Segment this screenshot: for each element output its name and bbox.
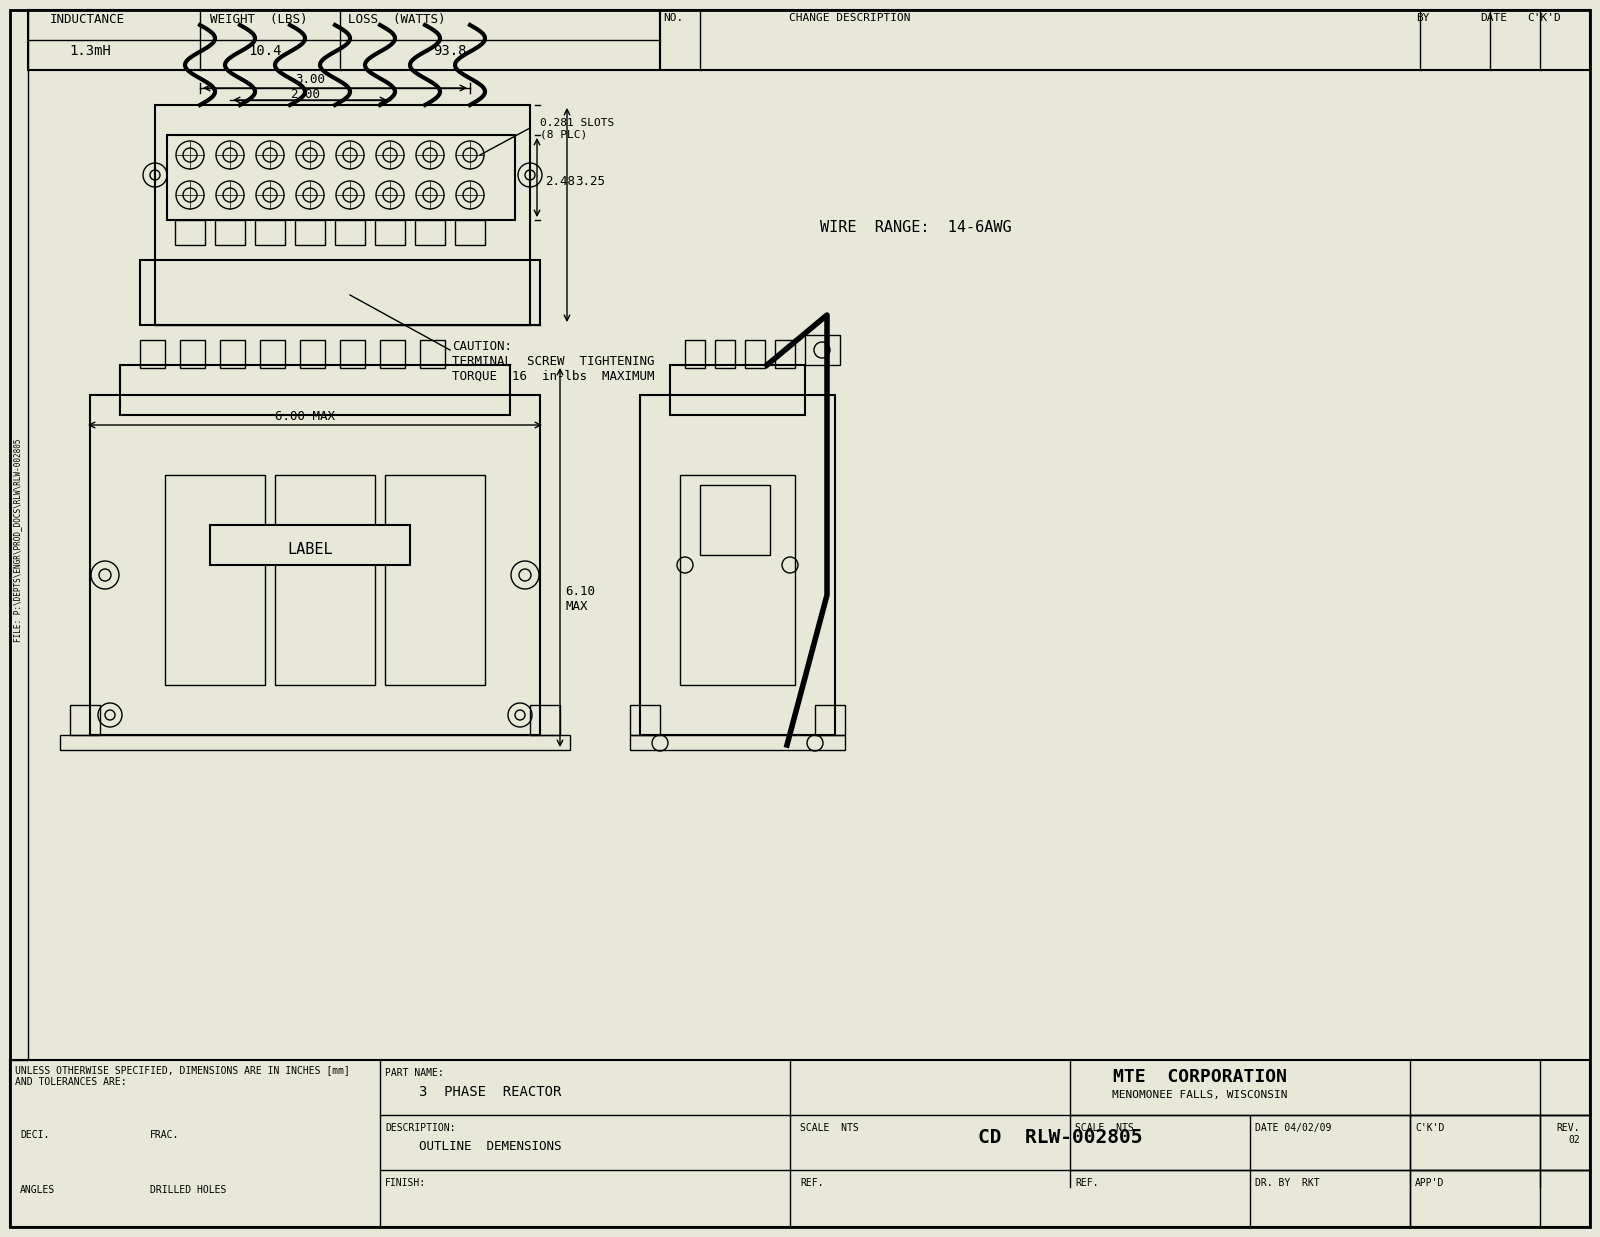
- Bar: [374, 220, 405, 245]
- Text: FINISH:: FINISH:: [386, 1178, 426, 1188]
- Bar: [10, 10, 29, 1060]
- Bar: [630, 705, 661, 735]
- Text: WIRE  RANGE:  14-6AWG: WIRE RANGE: 14-6AWG: [819, 220, 1011, 235]
- Bar: [414, 220, 445, 245]
- Bar: [254, 220, 285, 245]
- Text: SCALE  NTS: SCALE NTS: [1075, 1123, 1134, 1133]
- Text: DATE: DATE: [1480, 14, 1507, 24]
- Text: DR. BY  RKT: DR. BY RKT: [1254, 1178, 1320, 1188]
- Text: C'K'D: C'K'D: [1526, 14, 1562, 24]
- Text: 2.48: 2.48: [546, 174, 574, 188]
- Bar: [275, 475, 374, 685]
- Text: CHANGE DESCRIPTION: CHANGE DESCRIPTION: [789, 14, 910, 24]
- Text: PART NAME:: PART NAME:: [386, 1068, 443, 1077]
- Bar: [301, 340, 325, 367]
- Bar: [214, 220, 245, 245]
- Text: UNLESS OTHERWISE SPECIFIED, DIMENSIONS ARE IN INCHES [mm]
AND TOLERANCES ARE:: UNLESS OTHERWISE SPECIFIED, DIMENSIONS A…: [14, 1065, 350, 1086]
- Bar: [155, 105, 530, 325]
- Text: 3.00: 3.00: [294, 73, 325, 87]
- Bar: [805, 335, 840, 365]
- Bar: [294, 220, 325, 245]
- Bar: [334, 220, 365, 245]
- Bar: [221, 340, 245, 367]
- Bar: [381, 340, 405, 367]
- Text: C'K'D: C'K'D: [1414, 1123, 1445, 1133]
- Bar: [141, 260, 541, 325]
- Text: FRAC.: FRAC.: [150, 1131, 179, 1141]
- Text: 6.00 MAX: 6.00 MAX: [275, 409, 334, 423]
- Bar: [90, 395, 541, 735]
- Text: FILE: P:\DEPTS\ENGR\PROD_DOCS\RLW\RLW-002805: FILE: P:\DEPTS\ENGR\PROD_DOCS\RLW\RLW-00…: [13, 438, 22, 642]
- Text: OUTLINE  DEMENSIONS: OUTLINE DEMENSIONS: [419, 1141, 562, 1153]
- Text: NO.: NO.: [662, 14, 683, 24]
- Text: APP'D: APP'D: [1414, 1178, 1445, 1188]
- Bar: [454, 220, 485, 245]
- Bar: [61, 735, 570, 750]
- Text: SCALE  NTS: SCALE NTS: [800, 1123, 859, 1133]
- Bar: [29, 10, 661, 71]
- Bar: [640, 395, 835, 735]
- Text: LABEL: LABEL: [286, 543, 333, 558]
- Text: 10.4: 10.4: [248, 45, 282, 58]
- Text: CAUTION:
TERMINAL  SCREW  TIGHTENING
TORQUE  16  in-lbs  MAXIMUM: CAUTION: TERMINAL SCREW TIGHTENING TORQU…: [453, 340, 654, 383]
- Bar: [179, 340, 205, 367]
- Text: 93.8: 93.8: [434, 45, 467, 58]
- Text: DRILLED HOLES: DRILLED HOLES: [150, 1185, 226, 1195]
- Bar: [166, 135, 515, 220]
- Bar: [670, 365, 805, 414]
- Bar: [339, 340, 365, 367]
- Bar: [70, 705, 99, 735]
- Bar: [386, 475, 485, 685]
- Text: DECI.: DECI.: [19, 1131, 50, 1141]
- Bar: [419, 340, 445, 367]
- Text: LOSS  (WATTS): LOSS (WATTS): [349, 14, 445, 26]
- Bar: [174, 220, 205, 245]
- Text: MENOMONEE FALLS, WISCONSIN: MENOMONEE FALLS, WISCONSIN: [1112, 1090, 1288, 1100]
- Text: 3.25: 3.25: [574, 174, 605, 188]
- Text: REV.
02: REV. 02: [1557, 1123, 1581, 1144]
- Text: CD  RLW-002805: CD RLW-002805: [978, 1128, 1142, 1147]
- Bar: [685, 340, 706, 367]
- Text: INDUCTANCE: INDUCTANCE: [50, 14, 125, 26]
- Bar: [814, 705, 845, 735]
- Bar: [701, 485, 770, 555]
- Bar: [774, 340, 795, 367]
- Bar: [165, 475, 266, 685]
- Bar: [530, 705, 560, 735]
- Bar: [141, 340, 165, 367]
- Text: MTE  CORPORATION: MTE CORPORATION: [1114, 1068, 1286, 1086]
- Bar: [680, 475, 795, 685]
- Bar: [661, 10, 1590, 71]
- Text: DATE 04/02/09: DATE 04/02/09: [1254, 1123, 1331, 1133]
- Bar: [10, 1060, 1590, 1227]
- Text: 1.3mH: 1.3mH: [69, 45, 110, 58]
- Text: 3  PHASE  REACTOR: 3 PHASE REACTOR: [419, 1085, 562, 1098]
- Text: 0.281 SLOTS
(8 PLC): 0.281 SLOTS (8 PLC): [541, 118, 614, 140]
- Text: ANGLES: ANGLES: [19, 1185, 56, 1195]
- Bar: [746, 340, 765, 367]
- Bar: [259, 340, 285, 367]
- Text: DESCRIPTION:: DESCRIPTION:: [386, 1123, 456, 1133]
- Bar: [715, 340, 734, 367]
- Bar: [630, 735, 845, 750]
- Text: WEIGHT  (LBS): WEIGHT (LBS): [210, 14, 307, 26]
- Text: BY: BY: [1416, 14, 1430, 24]
- Bar: [120, 365, 510, 414]
- Text: REF.: REF.: [1075, 1178, 1099, 1188]
- Text: 2.00: 2.00: [290, 88, 320, 101]
- Text: REF.: REF.: [800, 1178, 824, 1188]
- Text: 6.10
MAX: 6.10 MAX: [565, 585, 595, 614]
- Bar: [210, 524, 410, 565]
